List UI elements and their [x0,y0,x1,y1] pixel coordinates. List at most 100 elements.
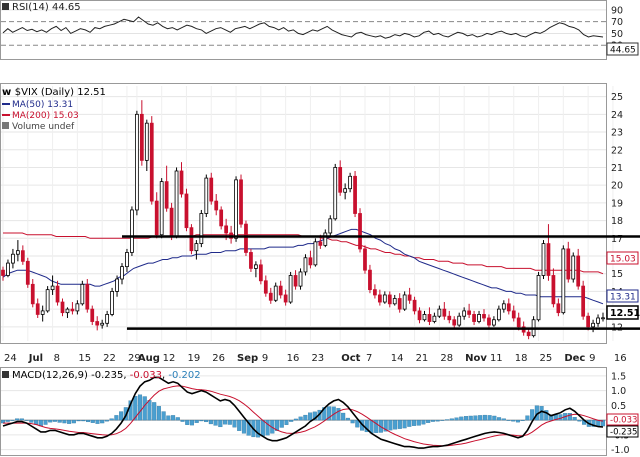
candle-body [130,209,134,253]
macd-histogram-bar [218,419,223,428]
candle-body [35,303,40,315]
candle [581,280,586,320]
date-label: Oct [341,353,360,364]
macd-histogram-bar [274,419,280,431]
macd-histogram-bar [152,402,157,421]
date-label: Nov [465,353,487,364]
candle [209,172,214,205]
candle-body [333,167,338,220]
macd-histogram-bar [544,410,549,421]
candle [273,282,278,303]
candle-body [50,285,55,291]
macd-histogram-bar [265,419,270,436]
macd-frame [0,367,607,456]
ma200-value: 15.03 [610,255,636,265]
price-tick-17: 17 [611,234,623,245]
candle [144,119,149,171]
candle-body [501,303,506,310]
candle-body [239,179,243,225]
candle [412,296,417,315]
date-label: 25 [540,353,553,364]
macd-histogram-bar [279,419,284,428]
candle [25,257,30,288]
candle [571,252,576,283]
candle [437,305,442,318]
price-tick-20: 20 [611,181,623,192]
candle [382,291,387,304]
macd-histogram-bar [67,419,72,424]
macd-histogram-bar [430,419,435,422]
date-label: 8 [54,353,60,364]
candle [442,302,447,320]
macd-histogram-bar [5,419,10,422]
candle [392,294,397,306]
macd-histogram-bar [161,411,166,421]
candle [194,240,199,260]
legend-ma200: MA(200) 15.03 [12,111,79,121]
date-label: 16 [287,353,300,364]
candle-body [209,177,214,202]
candle [6,259,10,278]
candle [496,305,501,322]
macd-histogram-bar [445,419,450,421]
candle [526,328,531,340]
macd-histogram-bar [29,419,34,423]
macd-legend: MACD(12,26,9) -0.235, -0.033, -0.202 [2,370,201,381]
candle [55,280,60,306]
candle-body [254,264,258,269]
macd-panel: 1.51.00.50.0-0.5-1.0 MACD(12,26,9) -0.23… [0,367,639,456]
rsi-last-value: 44.65 [610,46,636,56]
candle-body [462,310,467,317]
candle-body [482,314,486,319]
support-resistance-lines [122,235,640,330]
candle [199,209,204,248]
candle [452,316,457,329]
candle [105,310,110,327]
candle [566,241,571,283]
price-tick-23: 23 [611,128,623,139]
candle-body [288,275,293,303]
macd-histogram-bar [308,412,313,421]
candle-body [407,294,412,301]
candle [50,275,55,295]
date-label: 9 [589,353,595,364]
macd-histogram-bar [133,396,138,421]
macd-histogram-bar [416,419,421,426]
macd-histogram-bar [114,415,119,421]
candle-body [80,283,85,305]
candle-body [596,317,600,324]
macd-signal-line [3,385,604,447]
candle-body [437,308,442,317]
candle-body [273,285,278,301]
candle-body [169,207,174,237]
candle-body [125,252,129,268]
macd-histogram-bar [48,419,53,423]
candle [313,238,318,267]
candle [278,280,283,299]
candle [139,100,144,166]
candle-body [30,283,35,305]
candle-body [591,322,595,328]
candle-body [179,170,184,195]
candle [402,291,407,311]
date-label: 24 [4,353,17,364]
candle-body [601,317,605,320]
date-label: 23 [311,353,324,364]
candle [288,271,293,304]
candle [328,215,333,237]
macd-histogram-bar [440,419,445,421]
price-legend: w $VIX (Daily) 12.51 MA(50) 13.31 MA(200… [2,87,106,132]
date-label: Aug [138,353,160,364]
candle-body [85,283,90,310]
candle-body [422,314,427,321]
candle [95,316,100,331]
candle-body [392,298,397,305]
candle-body [249,252,253,269]
candle-body [40,310,45,315]
macd-histogram-bar [256,419,261,438]
macd-histogram-bar [539,406,544,421]
candle-body [377,294,382,303]
macd-histogram-bar [199,419,204,422]
candle-body [353,175,357,214]
macd-histogram-bar [246,419,251,436]
